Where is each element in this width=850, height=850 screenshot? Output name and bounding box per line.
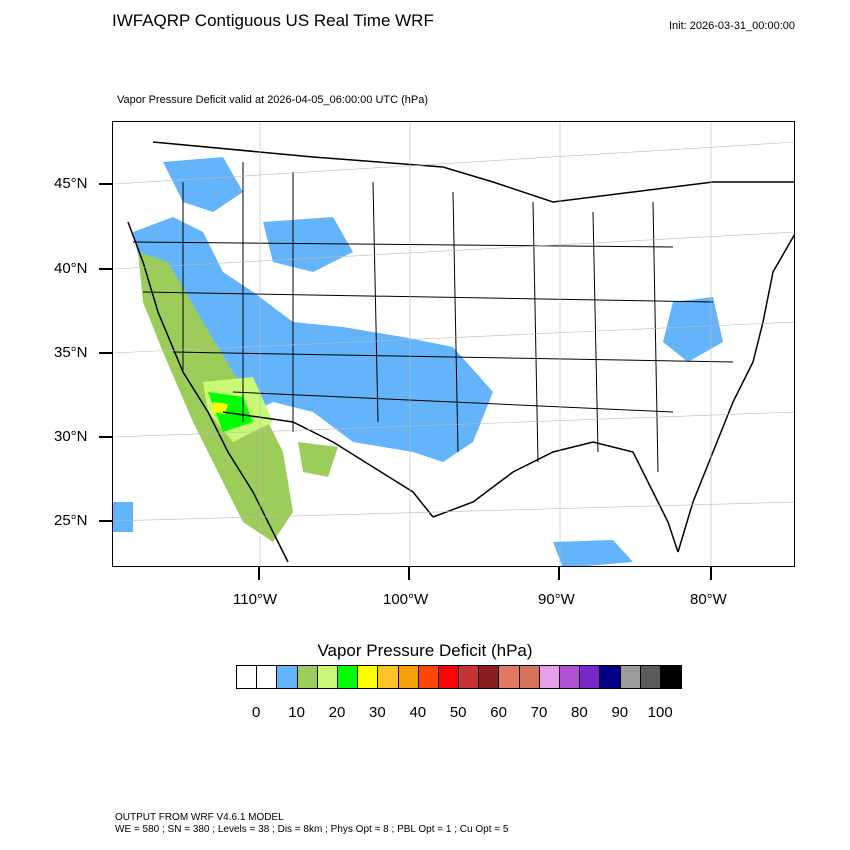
colorbar-swatch bbox=[257, 666, 278, 688]
footer-settings: WE = 580 ; SN = 380 ; Levels = 38 ; Dis … bbox=[115, 824, 509, 835]
lat-tick bbox=[99, 268, 112, 270]
lat-label-40: 40°N bbox=[54, 260, 88, 277]
init-time: Init: 2026-03-31_00:00:00 bbox=[669, 20, 795, 32]
colorbar-title: Vapor Pressure Deficit (hPa) bbox=[317, 641, 533, 660]
vpd-green-region-sonora bbox=[208, 392, 253, 432]
colorbar-label: 70 bbox=[530, 704, 548, 721]
lat-label-25: 25°N bbox=[54, 512, 88, 529]
vpd-map bbox=[112, 121, 795, 567]
colorbar-swatch bbox=[620, 666, 641, 688]
map-canvas bbox=[113, 122, 794, 566]
colorbar-swatch bbox=[660, 666, 682, 688]
colorbar-swatch bbox=[560, 666, 581, 688]
colorbar-label: 80 bbox=[571, 704, 588, 721]
colorbar-swatch bbox=[600, 666, 621, 688]
colorbar-label: 90 bbox=[611, 704, 629, 721]
colorbar-swatch bbox=[539, 666, 560, 688]
colorbar-swatch bbox=[580, 666, 601, 688]
lat-label-30: 30°N bbox=[54, 428, 88, 445]
colorbar-label: 30 bbox=[369, 704, 386, 721]
colorbar-swatch bbox=[237, 666, 258, 688]
colorbar-swatch bbox=[438, 666, 460, 688]
colorbar-swatch bbox=[297, 666, 318, 688]
lat-tick bbox=[99, 183, 112, 185]
colorbar-swatch bbox=[479, 666, 500, 688]
lon-label-110: 110°W bbox=[233, 591, 278, 608]
colorbar-swatch bbox=[317, 666, 338, 688]
footer-model: OUTPUT FROM WRF V4.6.1 MODEL bbox=[115, 812, 284, 823]
lat-tick bbox=[99, 520, 112, 522]
colorbar-label: 50 bbox=[449, 704, 467, 721]
lon-tick bbox=[558, 567, 560, 580]
colorbar bbox=[236, 665, 683, 689]
map-subtitle: Vapor Pressure Deficit valid at 2026-04-… bbox=[117, 94, 429, 106]
lat-tick bbox=[99, 352, 112, 354]
mexico-border bbox=[222, 411, 434, 518]
colorbar-swatch bbox=[499, 666, 520, 688]
colorbar-swatch bbox=[459, 666, 480, 688]
lon-tick bbox=[258, 567, 260, 580]
vpd-blue-region-wyoming bbox=[263, 217, 353, 272]
atlantic-coastline bbox=[677, 233, 794, 553]
vpd-blue-region-pacific bbox=[113, 502, 133, 532]
colorbar-swatch bbox=[358, 666, 379, 688]
lon-tick bbox=[408, 567, 410, 580]
colorbar-swatch bbox=[378, 666, 399, 688]
colorbar-swatch bbox=[337, 666, 359, 688]
vpd-olive-region-chihuahua bbox=[298, 442, 338, 477]
canada-border bbox=[152, 141, 794, 203]
vpd-blue-region-virginia bbox=[663, 297, 723, 362]
lat-label-45: 45°N bbox=[54, 175, 88, 192]
lon-label-80: 80°W bbox=[690, 591, 727, 608]
colorbar-swatch bbox=[640, 666, 661, 688]
lon-label-100: 100°W bbox=[383, 591, 429, 608]
vpd-yellow-spot bbox=[213, 402, 228, 414]
colorbar-swatch bbox=[519, 666, 540, 688]
page-title: IWFAQRP Contiguous US Real Time WRF bbox=[112, 11, 434, 30]
pacific-coastline bbox=[127, 221, 289, 563]
colorbar-swatch bbox=[398, 666, 419, 688]
vpd-blue-region-gulf bbox=[553, 540, 633, 566]
graticule bbox=[113, 122, 794, 566]
gulf-coastline bbox=[432, 441, 679, 553]
colorbar-swatch bbox=[277, 666, 298, 688]
lon-label-90: 90°W bbox=[538, 591, 575, 608]
colorbar-swatch bbox=[418, 666, 439, 688]
lon-tick bbox=[710, 567, 712, 580]
colorbar-label: 10 bbox=[288, 704, 305, 721]
colorbar-label: 20 bbox=[328, 704, 346, 721]
colorbar-label: 0 bbox=[252, 704, 261, 721]
lat-label-35: 35°N bbox=[54, 344, 88, 361]
colorbar-label: 100 bbox=[647, 704, 673, 721]
lat-tick bbox=[99, 436, 112, 438]
colorbar-label: 60 bbox=[490, 704, 507, 721]
colorbar-label: 40 bbox=[409, 704, 427, 721]
state-borders bbox=[132, 162, 734, 473]
